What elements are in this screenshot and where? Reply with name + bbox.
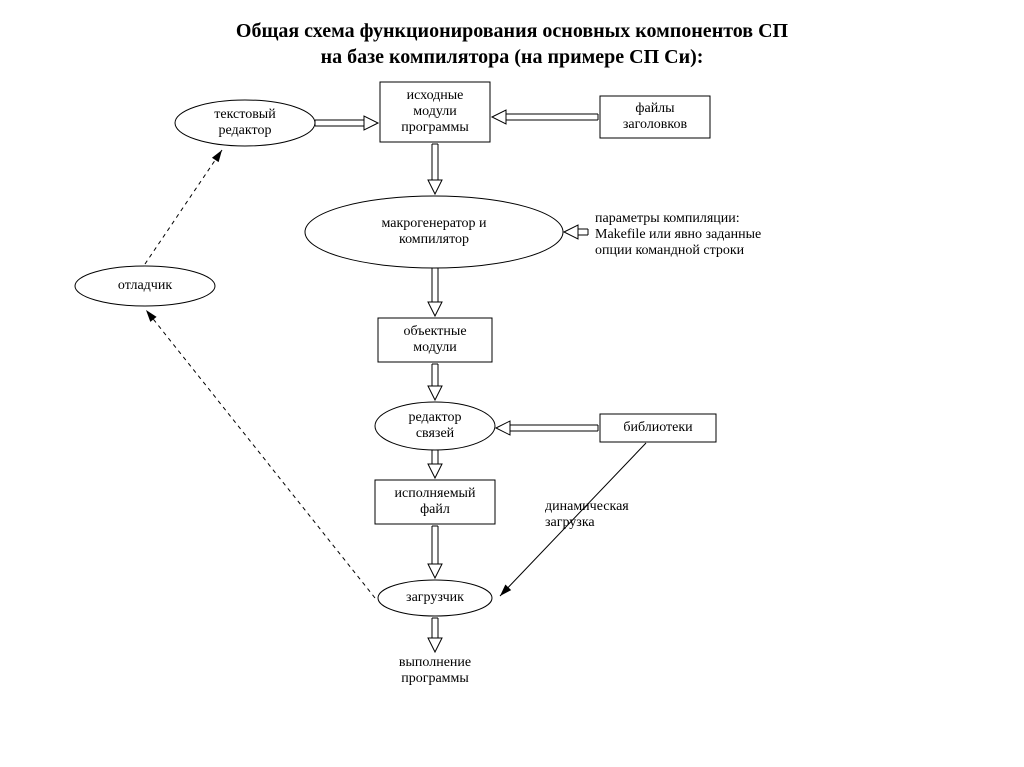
arrow-a9 — [428, 526, 442, 578]
free-label-line: загрузка — [545, 515, 595, 530]
node-label: компилятор — [399, 232, 469, 247]
arrow-a3 — [428, 144, 442, 194]
node-label: объектные — [403, 324, 466, 339]
node-label: модули — [413, 104, 457, 119]
node-libraries: библиотеки — [600, 414, 716, 442]
node-label: загрузчик — [406, 590, 464, 605]
arrow-a13 — [145, 150, 222, 264]
node-label: исполняемый — [395, 486, 476, 501]
node-label: редактор — [409, 410, 462, 425]
arrow-a10 — [428, 618, 442, 652]
arrow-a7 — [496, 421, 598, 435]
arrow-a1 — [315, 116, 378, 130]
arrow-a4 — [564, 225, 588, 239]
node-label: библиотеки — [623, 420, 693, 435]
node-debugger: отладчик — [75, 266, 215, 306]
node-label: заголовков — [623, 117, 688, 132]
free-label-line: динамическая — [545, 499, 629, 514]
free-label-line: программы — [401, 671, 469, 686]
arrow-a2 — [492, 110, 598, 124]
node-label: файлы — [635, 101, 675, 116]
flowchart-diagram: текстовыйредакторисходныемодулипрограммы… — [0, 0, 1024, 767]
node-label: отладчик — [118, 278, 172, 293]
node-label: связей — [416, 426, 455, 441]
node-linker: редакторсвязей — [375, 402, 495, 450]
arrow-a12 — [146, 310, 375, 598]
node-loader: загрузчик — [378, 580, 492, 616]
arrow-a5 — [428, 268, 442, 316]
label-compile-params: параметры компиляции:Makefile или явно з… — [595, 211, 761, 258]
arrow-a8 — [428, 450, 442, 478]
node-label: модули — [413, 340, 457, 355]
node-label: макрогенератор и — [381, 216, 487, 231]
free-label-line: выполнение — [399, 655, 471, 670]
node-header-files: файлызаголовков — [600, 96, 710, 138]
free-label-line: параметры компиляции: — [595, 211, 740, 226]
arrow-a6 — [428, 364, 442, 400]
node-compiler: макрогенератор икомпилятор — [305, 196, 563, 268]
node-source-modules: исходныемодулипрограммы — [380, 82, 490, 142]
node-object-modules: объектныемодули — [378, 318, 492, 362]
label-dynamic-load: динамическаязагрузка — [545, 499, 629, 530]
free-label-line: Makefile или явно заданные — [595, 227, 761, 242]
node-executable: исполняемыйфайл — [375, 480, 495, 524]
node-label: файл — [420, 502, 450, 517]
node-text-editor: текстовыйредактор — [175, 100, 315, 146]
free-label-line: опции командной строки — [595, 243, 745, 258]
label-execution: выполнениепрограммы — [399, 655, 471, 686]
node-label: редактор — [219, 123, 272, 138]
node-label: программы — [401, 120, 469, 135]
node-label: исходные — [407, 88, 464, 103]
node-label: текстовый — [214, 107, 276, 122]
